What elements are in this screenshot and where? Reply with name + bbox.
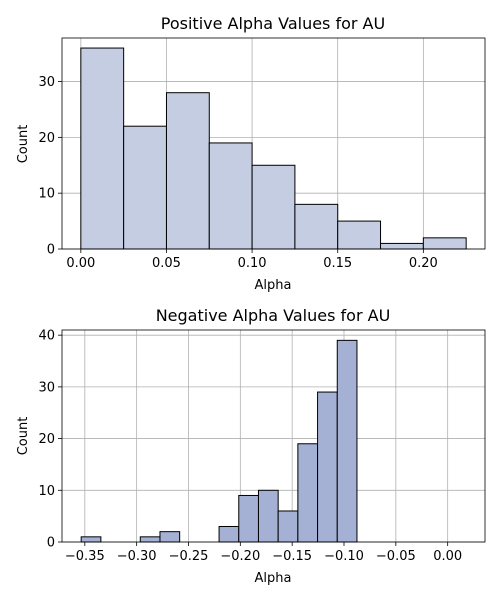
x-tick-label: −0.30: [117, 549, 157, 564]
axes-frame: [61, 37, 486, 250]
histogram-bar: [139, 536, 161, 543]
x-tick-label: −0.20: [220, 549, 260, 564]
y-tick-label: 20: [38, 432, 55, 447]
histogram-bar: [123, 125, 167, 250]
y-tick-label: 40: [38, 329, 55, 344]
bars: [80, 47, 467, 250]
y-tick-label: 20: [38, 131, 55, 146]
chart-title: Positive Alpha Values for AU: [161, 14, 385, 33]
x-tick-label: 0.10: [238, 256, 267, 271]
histogram-bar: [238, 494, 259, 543]
chart-title: Negative Alpha Values for AU: [156, 306, 391, 325]
y-tick-label: 0: [47, 243, 55, 258]
histogram-bar: [257, 489, 279, 543]
histogram-bar: [294, 203, 339, 250]
y-tick-label: 30: [38, 380, 55, 395]
y-ticks: 0 10 20 30 40: [38, 329, 62, 551]
histogram-bar: [80, 536, 102, 543]
histogram-bar: [380, 242, 424, 250]
y-ticks: 0 10 20 30: [38, 75, 62, 258]
x-axis-label: Alpha: [255, 278, 292, 293]
y-tick-label: 10: [38, 187, 55, 202]
x-ticks: −0.35 −0.30 −0.25 −0.20 −0.15 −0.10 −0.05 0.00: [65, 542, 462, 564]
histogram-bar: [277, 510, 299, 543]
histogram-bar: [317, 391, 338, 543]
positive-alpha-histogram: Positive Alpha Values for AU Alpha Count…: [16, 14, 486, 293]
histogram-bar: [159, 531, 181, 543]
y-tick-label: 30: [38, 75, 55, 90]
bars: [80, 339, 358, 543]
x-ticks: 0.00 0.05 0.10 0.15 0.20: [66, 249, 438, 271]
y-axis-label: Count: [16, 417, 31, 456]
x-axis-label: Alpha: [255, 571, 292, 586]
histogram-bar: [251, 164, 296, 250]
histogram-bar: [337, 220, 382, 250]
y-tick-label: 0: [47, 536, 55, 551]
x-tick-label: −0.35: [65, 549, 105, 564]
x-tick-label: 0.20: [409, 256, 438, 271]
histogram-bar: [297, 443, 319, 543]
x-tick-label: 0.00: [66, 256, 95, 271]
x-tick-label: −0.15: [272, 549, 312, 564]
axes-frame: [61, 329, 486, 543]
x-tick-label: 0.05: [152, 256, 181, 271]
histogram-bar: [80, 47, 125, 250]
histogram-bar: [336, 339, 358, 543]
x-tick-label: −0.25: [169, 549, 209, 564]
x-tick-label: −0.05: [376, 549, 416, 564]
y-tick-label: 10: [38, 484, 55, 499]
y-axis-label: Count: [16, 125, 31, 164]
x-tick-label: −0.10: [324, 549, 364, 564]
x-tick-label: 0.15: [323, 256, 352, 271]
x-tick-label: 0.00: [433, 549, 462, 564]
histogram-bar: [165, 92, 210, 250]
histogram-bar: [208, 142, 253, 250]
histogram-bar: [218, 525, 240, 543]
histogram-bar: [422, 237, 467, 250]
negative-alpha-histogram: Negative Alpha Values for AU Alpha Count…: [16, 306, 486, 586]
